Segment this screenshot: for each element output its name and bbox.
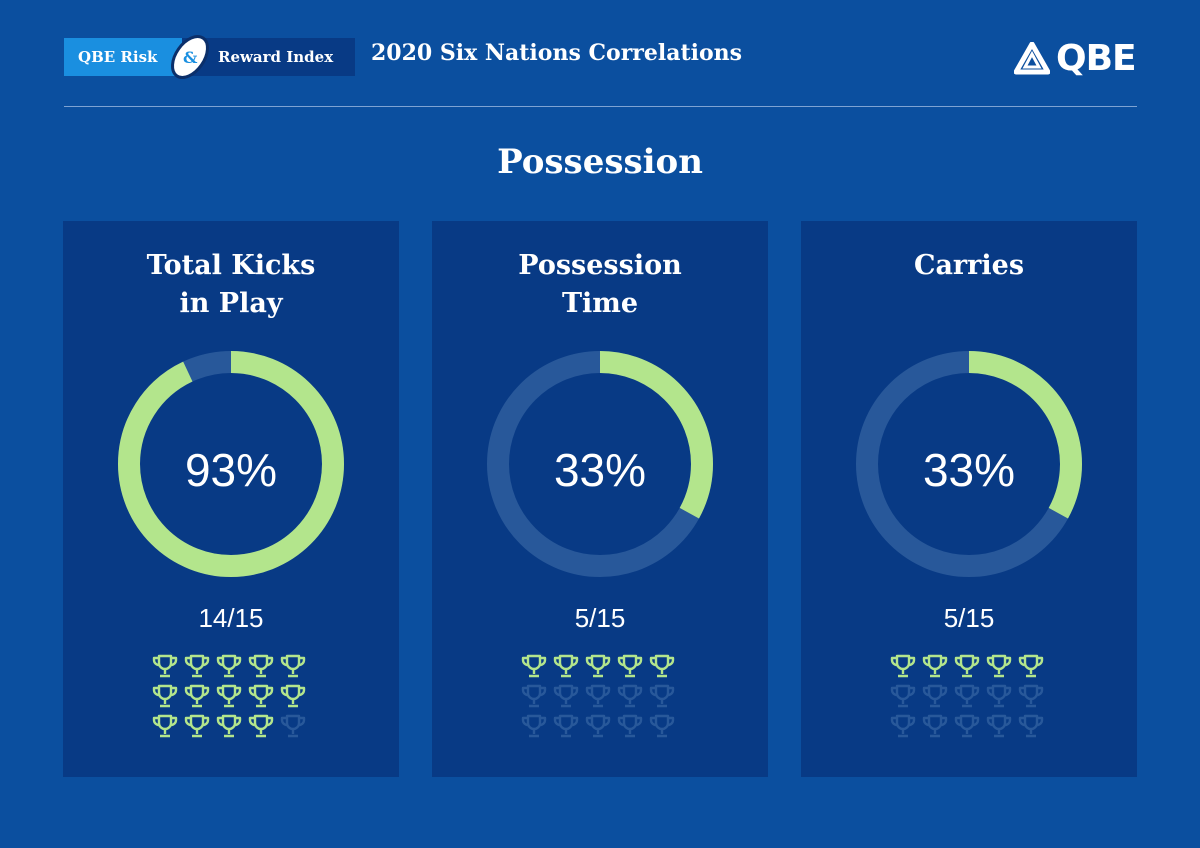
trophy-icon-won [247,714,279,742]
trophy-icon-empty [552,714,584,742]
card-title: Possession Time [518,250,682,319]
fraction-label: 14/15 [198,603,264,633]
trophy-icon-won [183,714,215,742]
donut-fill [118,351,344,577]
trophy-icon-empty [953,684,985,712]
trophy-icon-won [151,654,183,682]
qbe-logo-text: QBE [1056,38,1137,79]
donut-chart [118,351,344,577]
badge-amp: & [183,48,198,67]
trophy-icon-won [584,654,616,682]
donut-fill [487,351,713,577]
trophy-icon-empty [921,684,953,712]
trophy-icon-empty [279,714,311,742]
trophy-icon-empty [1017,714,1049,742]
donut-fill [856,351,1082,577]
trophy-icon-won [648,654,680,682]
badge-left-text: QBE Risk [64,38,182,76]
trophy-icon-won [985,654,1017,682]
trophy-icon-won [921,654,953,682]
trophy-icon-won [520,654,552,682]
card-title: Total Kicks in Play [146,250,316,319]
trophy-icon-won [183,684,215,712]
percent-label: 93% [184,444,278,496]
trophy-icon-empty [616,684,648,712]
trophy-icon-won [889,654,921,682]
stat-card: Carries 33% 5/15 [801,221,1137,777]
trophy-icon-won [215,684,247,712]
qbe-risk-reward-badge: QBE Risk Reward Index & [64,35,355,79]
trophy-icon-won [215,714,247,742]
trophy-icon-empty [552,684,584,712]
stat-card: Total Kicks in Play 93% 14/15 [63,221,399,777]
trophy-icon-empty [985,684,1017,712]
fraction-label: 5/15 [574,603,626,633]
percent-label: 33% [922,444,1016,496]
trophy-icon-empty [889,684,921,712]
fraction-label: 5/15 [943,603,995,633]
qbe-logo-icon [1014,41,1050,74]
rugby-ball-icon: & [171,35,209,79]
trophy-icon-empty [921,714,953,742]
trophy-grid [889,654,1049,742]
trophy-icon-won [279,654,311,682]
donut-chart [856,351,1082,577]
trophy-icon-won [552,654,584,682]
badge-right-text: Reward Index [182,38,355,76]
header-divider [64,106,1137,107]
trophy-icon-won [215,654,247,682]
trophy-icon-empty [520,714,552,742]
trophy-grid [151,654,311,742]
donut-chart [487,351,713,577]
trophy-icon-empty [953,714,985,742]
trophy-icon-won [953,654,985,682]
page-header-title: 2020 Six Nations Correlations [371,40,743,66]
trophy-grid [520,654,680,742]
trophy-icon-empty [985,714,1017,742]
trophy-icon-won [247,684,279,712]
trophy-icon-empty [584,714,616,742]
card-title: Carries [913,250,1025,281]
trophy-icon-empty [584,684,616,712]
trophy-icon-won [247,654,279,682]
trophy-icon-empty [648,684,680,712]
qbe-logo: QBE [1014,38,1137,79]
trophy-icon-empty [616,714,648,742]
trophy-icon-won [151,684,183,712]
trophy-icon-empty [648,714,680,742]
trophy-icon-won [1017,654,1049,682]
trophy-icon-won [279,684,311,712]
trophy-icon-won [151,714,183,742]
percent-label: 33% [553,444,647,496]
trophy-icon-won [183,654,215,682]
trophy-icon-empty [1017,684,1049,712]
trophy-icon-empty [889,714,921,742]
trophy-icon-won [616,654,648,682]
stat-card: Possession Time 33% 5/15 [432,221,768,777]
section-title: Possession [497,142,703,182]
trophy-icon-empty [520,684,552,712]
